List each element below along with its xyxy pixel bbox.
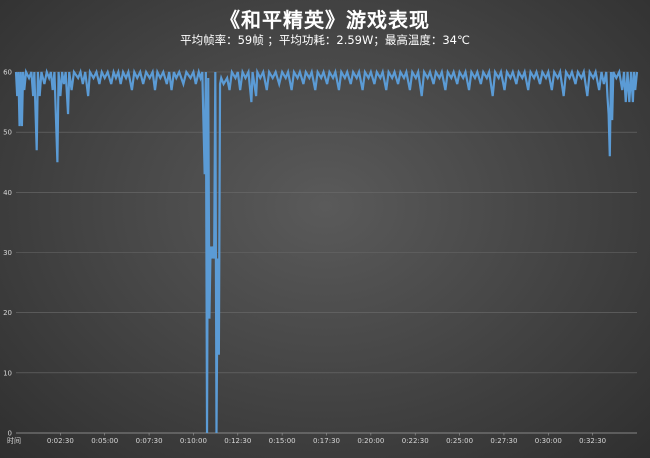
series-group — [14, 67, 639, 434]
y-tick-label: 60 — [3, 69, 12, 77]
y-tick-label: 10 — [3, 369, 12, 377]
y-tick-label: 40 — [3, 189, 12, 197]
x-tick-label: 0:05:00 — [91, 437, 118, 445]
y-tick-label: 30 — [3, 249, 12, 257]
x-axis: 时间 0:02:30 0:05:00 0:07:30 0:10:00 0:12:30 0:1… — [7, 432, 637, 445]
x-tick-label: 0:07:30 — [136, 437, 163, 445]
x-tick-label: 0:25:00 — [446, 437, 473, 445]
x-tick-label: 0:27:30 — [490, 437, 517, 445]
x-tick-label: 0:15:00 — [269, 437, 296, 445]
x-tick-label: 0:30:00 — [535, 437, 562, 445]
series-line-fps — [14, 67, 639, 434]
x-tick-label: 0:10:00 — [180, 437, 207, 445]
x-tick-label: 0:12:30 — [224, 437, 251, 445]
chart-subtitle: 平均帧率：59帧 ；平均功耗：2.59W；最高温度：34℃ — [180, 33, 470, 47]
y-tick-label: 20 — [3, 309, 12, 317]
x-tick-label: 0:20:00 — [357, 437, 384, 445]
y-tick-label: 50 — [3, 129, 12, 137]
x-tick-label: 0:32:30 — [579, 437, 606, 445]
grid-lines — [16, 71, 637, 434]
x-tick-label: 0:22:30 — [402, 437, 429, 445]
chart-title: 《和平精英》游戏表现 — [220, 8, 430, 32]
x-tick-label: 0:17:30 — [313, 437, 340, 445]
x-axis-label: 时间 — [7, 436, 21, 445]
y-axis: 0 10 20 30 40 50 60 — [3, 69, 12, 438]
x-tick-label: 0:02:30 — [47, 437, 74, 445]
y-tick-label: 0 — [8, 430, 12, 438]
